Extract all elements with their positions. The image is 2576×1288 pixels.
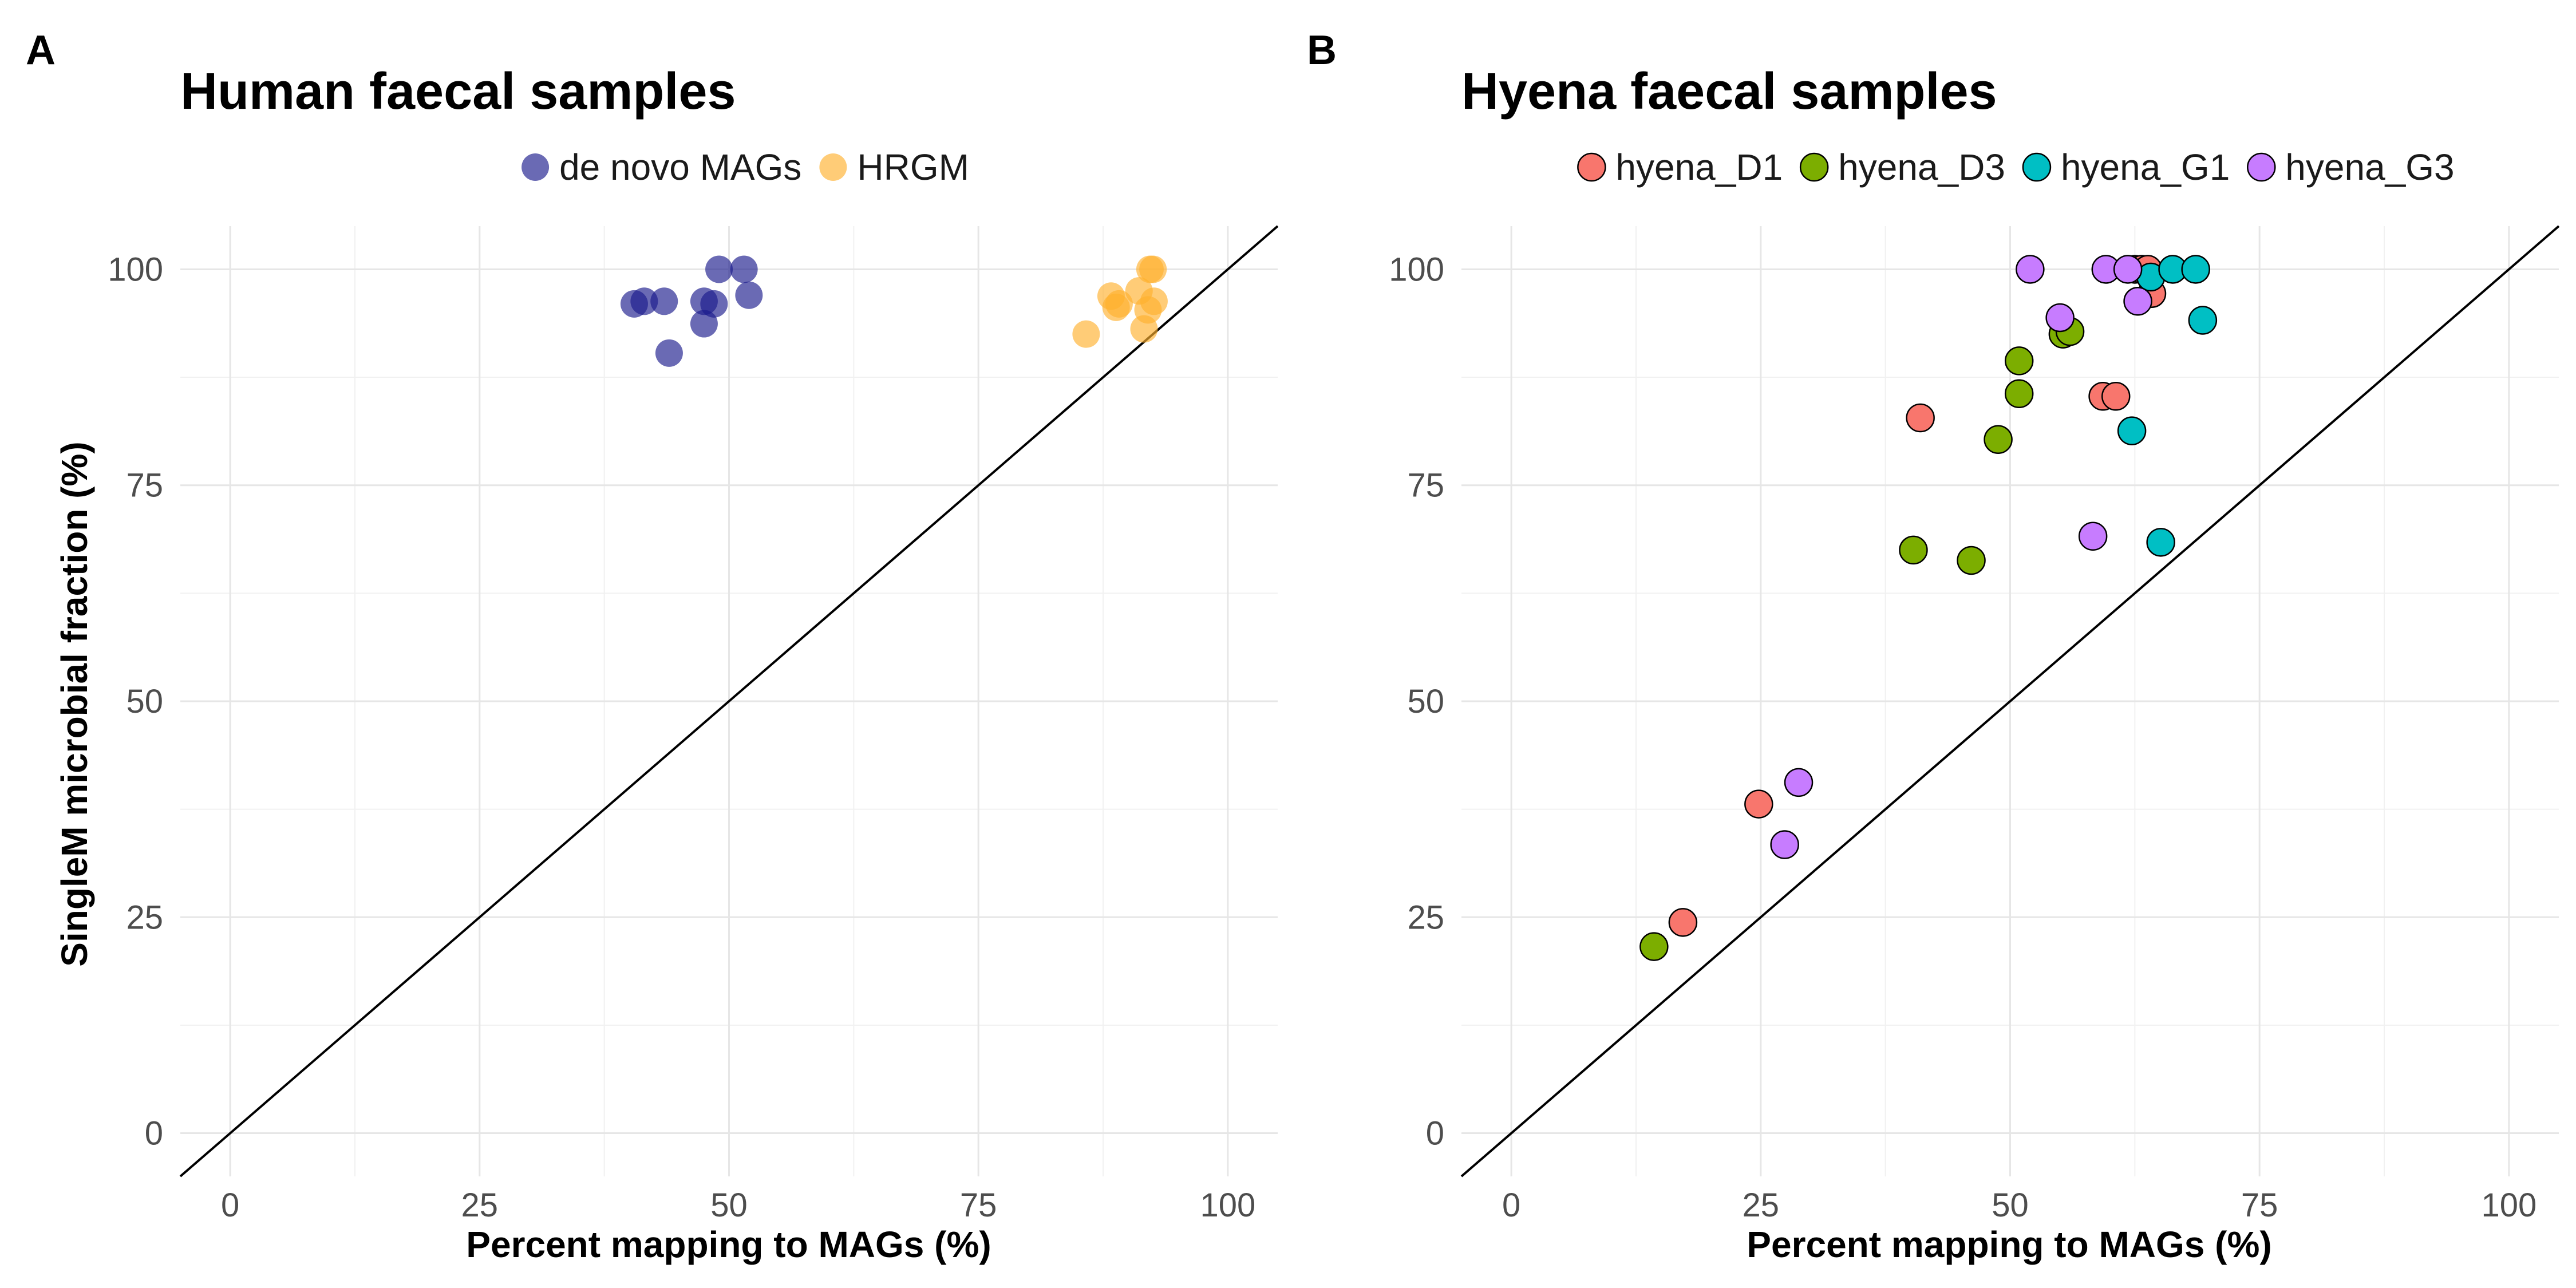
data-point — [2113, 255, 2143, 284]
data-point — [1899, 535, 1928, 565]
y-tick-label: 100 — [108, 251, 163, 288]
plot-area: 0 25 50 75 100 0 25 50 75 100 — [1389, 225, 2560, 1224]
data-point — [2101, 382, 2131, 411]
y-tick-label: 75 — [1407, 467, 1444, 504]
data-point — [735, 281, 763, 309]
legend: hyena_D1 hyena_D3 hyena_G1 hyena_G3 — [1577, 147, 2455, 188]
data-point — [705, 255, 733, 283]
x-axis-label: Percent mapping to MAGs (%) — [466, 1224, 991, 1265]
data-point — [1105, 290, 1133, 318]
x-tick-label: 75 — [2241, 1187, 2278, 1224]
x-tick-label: 50 — [1992, 1187, 2029, 1224]
data-point — [2004, 379, 2034, 409]
legend-label: hyena_G3 — [2285, 147, 2454, 188]
data-point — [2181, 255, 2210, 284]
legend-swatch — [1799, 152, 1829, 182]
x-tick-label: 50 — [710, 1187, 748, 1224]
x-tick-label: 25 — [1743, 1187, 1780, 1224]
panel-letter: A — [26, 27, 56, 73]
legend-item: hyena_G1 — [2022, 147, 2230, 188]
x-tick-label: 25 — [461, 1187, 499, 1224]
data-point — [2146, 528, 2175, 557]
data-point — [1784, 768, 1814, 797]
data-point — [1770, 830, 1799, 859]
x-tick-label: 75 — [960, 1187, 997, 1224]
identity-line — [1460, 225, 2560, 1178]
x-tick-label: 100 — [2481, 1187, 2537, 1224]
legend-label: hyena_D1 — [1615, 147, 1783, 188]
data-point — [1072, 320, 1100, 348]
legend-label: hyena_G1 — [2061, 147, 2230, 188]
data-point — [2016, 255, 2045, 284]
data-point — [730, 255, 758, 283]
data-point — [1668, 908, 1698, 937]
legend-item: hyena_G3 — [2247, 147, 2455, 188]
y-tick-label: 0 — [145, 1115, 163, 1152]
x-axis-label: Percent mapping to MAGs (%) — [1747, 1224, 2271, 1265]
data-point — [700, 290, 728, 318]
data-point — [1140, 287, 1168, 315]
legend-label: hyena_D3 — [1838, 147, 2005, 188]
data-point — [1906, 403, 1935, 433]
data-point — [2045, 303, 2075, 333]
x-tick-label: 0 — [221, 1187, 239, 1224]
legend-item: de novo MAGs — [521, 147, 801, 188]
panel-letter: B — [1307, 27, 1337, 73]
data-point — [2004, 346, 2034, 376]
data-point — [1139, 255, 1167, 283]
data-point — [1957, 546, 1986, 575]
legend: de novo MAGs HRGM — [521, 147, 969, 188]
legend-swatch — [521, 153, 550, 181]
legend-swatch — [2247, 152, 2276, 182]
y-tick-label: 50 — [126, 683, 163, 720]
legend-item: hyena_D3 — [1799, 147, 2005, 188]
legend-label: de novo MAGs — [559, 147, 801, 188]
data-point — [2123, 287, 2152, 316]
data-point — [2078, 521, 2108, 551]
y-tick-label: 75 — [126, 467, 163, 504]
legend-label: HRGM — [857, 147, 969, 188]
legend-item: HRGM — [819, 147, 969, 188]
data-point — [1984, 425, 2013, 454]
chart-title: Hyena faecal samples — [1461, 63, 1997, 120]
data-point — [650, 287, 678, 315]
plot-area: 0 25 50 75 100 0 25 50 75 100 — [108, 225, 1279, 1224]
data-point — [1744, 789, 1773, 819]
y-axis-label: SingleM microbial fraction (%) — [54, 441, 95, 966]
legend-swatch — [819, 153, 847, 181]
legend-item: hyena_D1 — [1577, 147, 1783, 188]
y-tick-label: 25 — [126, 899, 163, 936]
data-point — [1639, 932, 1669, 961]
data-point — [655, 339, 683, 367]
legend-swatch — [1577, 152, 1606, 182]
x-tick-label: 100 — [1200, 1187, 1255, 1224]
y-tick-label: 25 — [1407, 899, 1444, 936]
chart-title: Human faecal samples — [180, 63, 736, 120]
data-point — [2117, 416, 2147, 445]
y-tick-label: 50 — [1407, 683, 1444, 720]
data-point — [630, 287, 658, 315]
identity-line — [179, 225, 1279, 1178]
data-point — [2188, 306, 2218, 335]
panel-a: A Human faecal samples de novo MAGs HRGM … — [26, 27, 1279, 1265]
panel-b: B Hyena faecal samples hyena_D1 hyena_D3 h… — [1307, 27, 2560, 1265]
x-tick-label: 0 — [1502, 1187, 1520, 1224]
y-tick-label: 0 — [1426, 1115, 1444, 1152]
y-tick-label: 100 — [1389, 251, 1444, 288]
legend-swatch — [2022, 152, 2052, 182]
